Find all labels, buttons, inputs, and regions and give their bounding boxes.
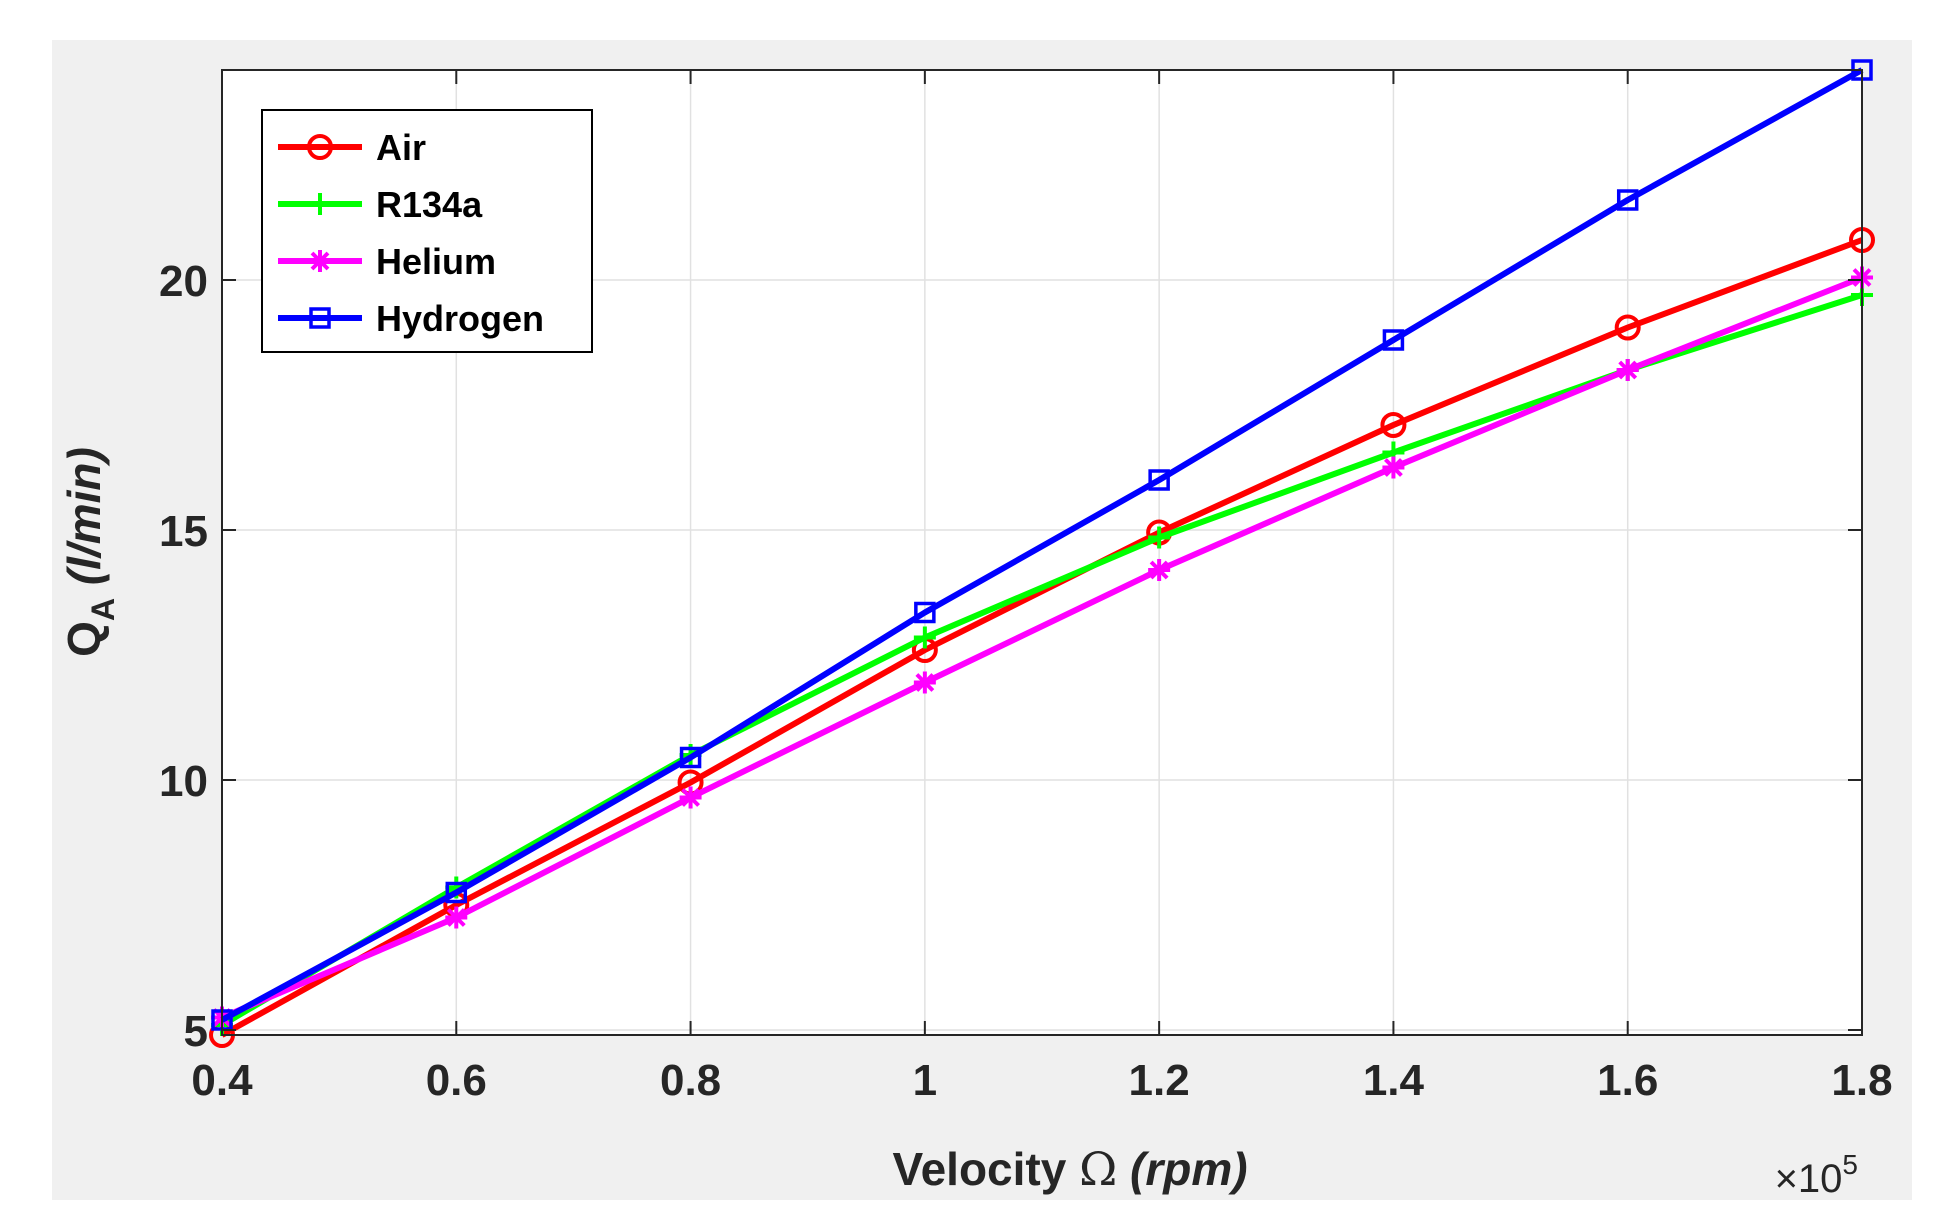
series-line-helium	[220, 274, 1864, 1021]
y-axis-title-label: Q	[58, 621, 110, 657]
data-point-hydrogen	[1616, 189, 1639, 211]
legend-item-helium: Helium	[278, 241, 496, 282]
x-tick-label: 1.8	[1831, 1056, 1892, 1105]
data-point-air	[1380, 412, 1407, 438]
y-tick-label: 15	[159, 507, 208, 556]
legend-label-hydrogen: Hydrogen	[376, 298, 544, 339]
x-tick-label: 1	[913, 1056, 937, 1105]
x-axis-title-symbol: Ω	[1079, 1142, 1117, 1196]
plot-area-border	[221, 69, 1863, 1036]
legend-item-r134a: R134a	[278, 184, 483, 225]
x-tick-label: 1.4	[1363, 1056, 1425, 1105]
data-point-helium	[1148, 559, 1171, 581]
x-tick-label: 0.6	[426, 1056, 487, 1105]
data-point-r134a	[1148, 526, 1171, 549]
data-point-r134a	[913, 626, 936, 649]
data-point-hydrogen	[1382, 329, 1405, 351]
axis-ticks: 0.4 0.6 0.8 1 1.2 1.4 1.6 1.8 5 10 15 20	[159, 70, 1893, 1105]
data-point-helium	[1616, 359, 1639, 381]
series-line-air	[220, 237, 1864, 1038]
legend-items: Air R134a Helium Hydrogen	[278, 127, 544, 339]
legend-label-air: Air	[376, 127, 426, 168]
data-point-hydrogen	[445, 881, 468, 904]
data-point-air	[1614, 314, 1641, 341]
x-axis-title: Velocity Ω (rpm)	[892, 1142, 1247, 1196]
y-tick-label: 20	[159, 257, 208, 306]
y-axis-title: QA (l/min)	[58, 447, 121, 657]
series-line-hydrogen	[220, 67, 1864, 1023]
x-axis-title-unit: (rpm)	[1130, 1143, 1248, 1195]
legend-item-air: Air	[278, 127, 426, 168]
series-hydrogen	[211, 59, 1873, 1031]
legend-label-r134a: R134a	[376, 184, 483, 225]
x-axis-title-label: Velocity	[892, 1143, 1066, 1195]
legend: Air R134a Helium Hydrogen	[261, 109, 593, 353]
data-point-helium	[679, 786, 702, 809]
y-axis-title-unit: (l/min)	[58, 447, 110, 585]
x-tick-label: 1.6	[1597, 1056, 1658, 1105]
y-tick-label: 10	[159, 757, 208, 806]
legend-marker-air	[307, 134, 333, 160]
legend-item-hydrogen: Hydrogen	[278, 298, 544, 339]
x-tick-label: 0.8	[660, 1056, 721, 1105]
y-tick-label: 5	[184, 1007, 208, 1056]
data-point-hydrogen	[679, 746, 702, 769]
x-tick-label: 0.4	[191, 1056, 253, 1105]
x-tick-label: 1.2	[1129, 1056, 1190, 1105]
x-axis-multiplier-exponent: 5	[1842, 1149, 1858, 1180]
data-point-helium	[913, 671, 936, 694]
data-point-helium	[445, 906, 468, 929]
y-axis-title-subscript: A	[85, 598, 121, 621]
legend-marker-helium	[309, 250, 331, 272]
data-point-hydrogen	[1148, 469, 1170, 491]
x-axis-multiplier: ×105	[1775, 1149, 1858, 1201]
legend-box	[261, 109, 593, 353]
legend-marker-hydrogen	[309, 307, 331, 329]
legend-label-helium: Helium	[376, 241, 496, 282]
data-point-hydrogen	[914, 601, 936, 624]
series-helium	[211, 266, 1873, 1029]
x-axis-multiplier-base: ×10	[1775, 1157, 1843, 1201]
legend-marker-r134a	[309, 193, 331, 215]
data-point-helium	[1382, 456, 1405, 479]
